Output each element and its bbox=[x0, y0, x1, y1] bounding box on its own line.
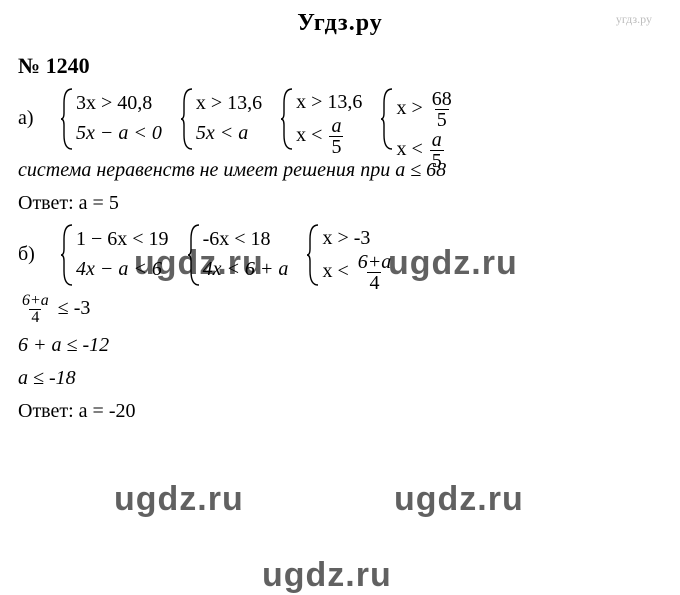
partA-row: а) 3x > 40,8 5x − a < 0 x > 13,6 5x < a … bbox=[18, 87, 662, 151]
sys-line: 1 − 6x < 19 bbox=[76, 226, 169, 253]
partA-sys2: x > 13,6 5x < a bbox=[180, 87, 262, 151]
sys-line: x > 13,6 bbox=[296, 89, 362, 116]
partB-label: б) bbox=[18, 241, 42, 268]
content-area: № 1240 а) 3x > 40,8 5x − a < 0 x > 13,6 … bbox=[0, 37, 680, 425]
sys-line: x < 6+a4 bbox=[322, 252, 395, 293]
brace-icon bbox=[60, 223, 74, 287]
watermark: ugdz.ru bbox=[394, 480, 524, 519]
sys-line: x < a5 bbox=[296, 116, 362, 157]
partB-step2: 6 + a ≤ -12 bbox=[18, 332, 662, 359]
partB-step3: a ≤ -18 bbox=[18, 365, 662, 392]
partA-sys4: x > 685 x < a5 bbox=[380, 87, 455, 151]
partB-answer: Ответ: a = -20 bbox=[18, 398, 662, 425]
brace-icon bbox=[180, 87, 194, 151]
sys-line: 4x < 6 + a bbox=[203, 256, 289, 283]
sys-line: x > -3 bbox=[322, 225, 395, 252]
watermark: ugdz.ru bbox=[114, 480, 244, 519]
partA-label: а) bbox=[18, 105, 42, 132]
brace-icon bbox=[60, 87, 74, 151]
watermark: ugdz.ru bbox=[262, 556, 392, 595]
brace-icon bbox=[280, 87, 294, 151]
partA-sys3: x > 13,6 x < a5 bbox=[280, 87, 362, 151]
top-right-link: угдз.ру bbox=[616, 12, 652, 27]
sys-line: 5x − a < 0 bbox=[76, 120, 162, 147]
partB-sys1: 1 − 6x < 19 4x − a < 6 bbox=[60, 223, 169, 287]
sys-line: 5x < a bbox=[196, 120, 262, 147]
sys-line: x > 685 bbox=[396, 89, 455, 130]
brace-icon bbox=[380, 87, 394, 151]
brace-icon bbox=[187, 223, 201, 287]
partA-conclusion: система неравенств не имеет решения при … bbox=[18, 157, 662, 184]
partA-answer: Ответ: a = 5 bbox=[18, 190, 662, 217]
sys-line: -6x < 18 bbox=[203, 226, 289, 253]
brace-icon bbox=[306, 223, 320, 287]
partB-sys2: -6x < 18 4x < 6 + a bbox=[187, 223, 289, 287]
sys-line: x > 13,6 bbox=[196, 90, 262, 117]
sys-line: 4x − a < 6 bbox=[76, 256, 169, 283]
page-title: Угдз.ру bbox=[0, 0, 680, 37]
problem-number: № 1240 bbox=[18, 51, 662, 81]
partA-sys1: 3x > 40,8 5x − a < 0 bbox=[60, 87, 162, 151]
sys-line: 3x > 40,8 bbox=[76, 90, 162, 117]
partB-row: б) 1 − 6x < 19 4x − a < 6 -6x < 18 4x < … bbox=[18, 223, 662, 287]
partB-step1: 6+a4 ≤ -3 bbox=[18, 293, 662, 326]
partB-sys3: x > -3 x < 6+a4 bbox=[306, 223, 395, 287]
